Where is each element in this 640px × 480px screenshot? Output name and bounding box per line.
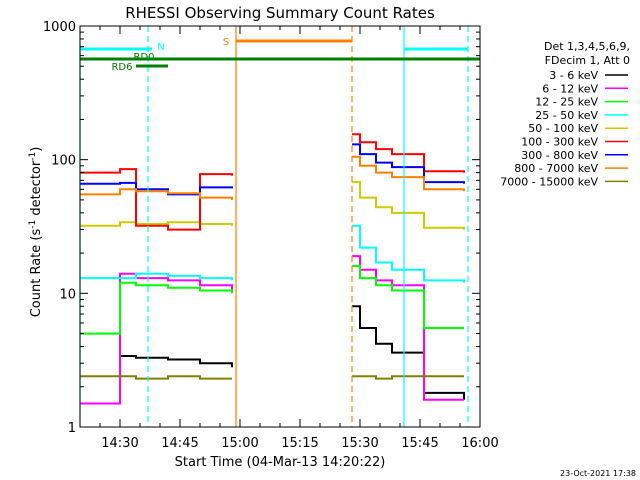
series-line-5-0 <box>80 168 233 231</box>
plot-area <box>79 26 469 427</box>
flag-label-rd6: RD6 <box>111 62 132 73</box>
y-tick-label-1: 10 <box>59 287 76 302</box>
x-tick-label-3: 15:15 <box>281 436 318 451</box>
series-line-6-1 <box>352 143 465 184</box>
legend-label-5: 100 - 300 keV <box>521 136 598 149</box>
legend-label-8: 7000 - 15000 keV <box>500 175 598 188</box>
series-line-7-1 <box>352 155 465 192</box>
series-line-6-0 <box>80 181 233 196</box>
flag-label-n: N <box>157 42 164 53</box>
y-tick-label-2: 100 <box>51 154 76 169</box>
series-line-1-1 <box>352 255 464 401</box>
x-tick-label-0: 14:30 <box>101 436 138 451</box>
x-tick-label-4: 15:30 <box>341 436 378 451</box>
series-line-2-1 <box>352 265 464 329</box>
legend-label-2: 12 - 25 keV <box>535 96 598 109</box>
series-line-4-0 <box>80 221 233 227</box>
series-line-4-1 <box>352 181 465 230</box>
y-axis-label: Count Rate (s-1 detector-1) <box>28 147 44 318</box>
series-line-0-0 <box>80 355 233 405</box>
series-lines <box>80 133 465 405</box>
legend-label-4: 50 - 100 keV <box>528 122 598 135</box>
series-line-0-1 <box>352 305 465 400</box>
legend-label-1: 6 - 12 keV <box>542 82 598 95</box>
svg-text:Count Rate (s-1 detector-1): Count Rate (s-1 detector-1) <box>28 147 44 318</box>
legend-label-7: 800 - 7000 keV <box>514 162 598 175</box>
series-line-8-1 <box>352 375 464 380</box>
x-tick-label-1: 14:45 <box>161 436 198 451</box>
legend-header-1: FDecim 1, Att 0 <box>545 54 630 67</box>
legend: Det 1,3,4,5,6,9,FDecim 1, Att 0 3 - 6 keV… <box>500 40 630 188</box>
series-line-5-1 <box>352 133 465 173</box>
axes: 14:30 14:45 15:00 15:15 15:30 15:45 16:00 1 10 10… <box>43 20 499 451</box>
legend-label-6: 300 - 800 keV <box>521 149 598 162</box>
series-line-7-0 <box>80 188 233 200</box>
series-line-2-0 <box>80 281 233 335</box>
x-tick-label-6: 16:00 <box>461 436 498 451</box>
flag-label-rd0: RD0 <box>133 52 154 63</box>
timestamp: 23-Oct-2021 17:38 <box>560 469 636 478</box>
x-tick-label-5: 15:45 <box>401 436 438 451</box>
legend-label-0: 3 - 6 keV <box>549 69 598 82</box>
legend-header-0: Det 1,3,4,5,6,9, <box>544 40 630 53</box>
series-line-1-0 <box>80 272 233 405</box>
y-tick-label-0: 1 <box>68 421 76 436</box>
flag-label-s: S <box>223 37 229 48</box>
chart-title: RHESSI Observing Summary Count Rates <box>125 4 435 22</box>
legend-label-3: 25 - 50 keV <box>535 109 598 122</box>
series-line-8-0 <box>80 375 232 380</box>
x-axis-label: Start Time (04-Mar-13 14:20:22) <box>175 455 386 470</box>
series-line-3-1 <box>352 224 465 283</box>
series-line-3-0 <box>80 272 233 281</box>
y-tick-label-3: 1000 <box>43 20 76 35</box>
x-tick-label-2: 15:00 <box>221 436 258 451</box>
